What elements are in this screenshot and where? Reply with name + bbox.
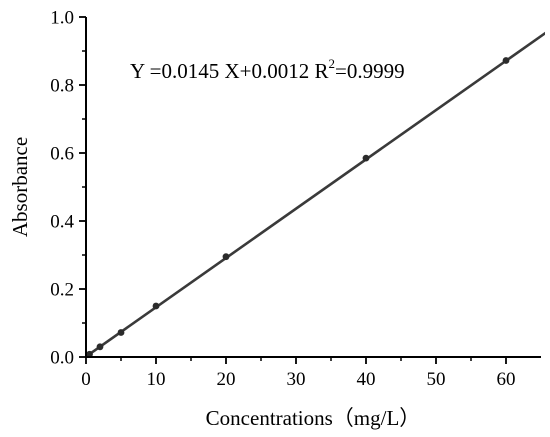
y-tick-label: 0.2 bbox=[50, 280, 74, 301]
y-tick-label: 0.8 bbox=[50, 76, 74, 97]
y-axis-ticks: 0.0 0.2 0.4 0.6 0.8 1.0 bbox=[50, 8, 86, 369]
data-point bbox=[117, 329, 125, 336]
equation-r2: =0.9999 bbox=[335, 59, 405, 83]
y-tick-label: 0.4 bbox=[50, 212, 74, 233]
x-axis-ticks: 0 10 20 30 40 50 60 bbox=[81, 357, 516, 390]
y-axis-title: Absorbance bbox=[8, 137, 32, 237]
x-tick-label: 40 bbox=[357, 369, 376, 390]
regression-equation: Y =0.0145 X+0.0012 R2=0.9999 bbox=[130, 56, 405, 83]
x-tick-label: 0 bbox=[81, 369, 91, 390]
data-point bbox=[362, 154, 370, 162]
x-tick-label: 60 bbox=[497, 369, 516, 390]
y-tick-label: 0.6 bbox=[50, 144, 74, 165]
x-tick-label: 10 bbox=[147, 369, 166, 390]
y-tick-label: 1.0 bbox=[50, 8, 74, 29]
equation-main: Y =0.0145 X+0.0012 R bbox=[130, 59, 329, 83]
fit-line bbox=[86, 31, 545, 357]
x-tick-label: 50 bbox=[427, 369, 446, 390]
x-tick-label: 30 bbox=[287, 369, 306, 390]
data-point bbox=[152, 302, 160, 310]
x-tick-label: 20 bbox=[217, 369, 236, 390]
data-point bbox=[222, 253, 230, 261]
y-tick-label: 0.0 bbox=[50, 348, 74, 369]
x-axis-title: Concentrations（mg/L） bbox=[206, 406, 421, 430]
data-points bbox=[86, 57, 510, 358]
data-point bbox=[86, 350, 93, 358]
equation-superscript: 2 bbox=[329, 56, 336, 71]
data-point bbox=[502, 57, 510, 64]
data-point bbox=[96, 343, 104, 351]
